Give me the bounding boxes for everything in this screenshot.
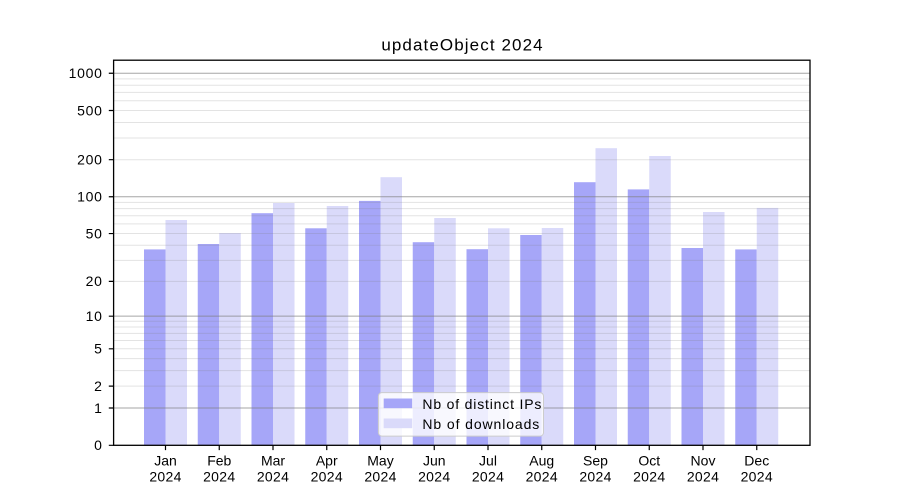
svg-text:10: 10 <box>86 308 103 324</box>
svg-text:Feb: Feb <box>207 453 231 469</box>
svg-text:2024: 2024 <box>311 468 343 484</box>
svg-text:1000: 1000 <box>69 65 103 81</box>
svg-text:Jun: Jun <box>423 453 446 469</box>
svg-text:2024: 2024 <box>526 468 558 484</box>
svg-text:Aug: Aug <box>529 453 554 469</box>
svg-text:2024: 2024 <box>741 468 773 484</box>
svg-text:50: 50 <box>86 225 103 241</box>
svg-text:Dec: Dec <box>744 453 769 469</box>
svg-text:2024: 2024 <box>472 468 504 484</box>
svg-text:Jul: Jul <box>479 453 497 469</box>
svg-text:100: 100 <box>77 189 102 205</box>
svg-text:200: 200 <box>77 152 102 168</box>
svg-text:500: 500 <box>77 102 102 118</box>
svg-text:Nb of downloads: Nb of downloads <box>422 416 540 432</box>
svg-text:Jan: Jan <box>154 453 177 469</box>
svg-text:2024: 2024 <box>687 468 719 484</box>
svg-text:2024: 2024 <box>149 468 181 484</box>
svg-text:1: 1 <box>94 400 103 416</box>
svg-text:5: 5 <box>94 341 103 357</box>
svg-text:20: 20 <box>86 273 103 289</box>
svg-text:2024: 2024 <box>364 468 396 484</box>
svg-text:Mar: Mar <box>261 453 285 469</box>
svg-text:Sep: Sep <box>583 453 608 469</box>
svg-text:Oct: Oct <box>638 453 660 469</box>
svg-text:2024: 2024 <box>203 468 235 484</box>
svg-text:2024: 2024 <box>257 468 289 484</box>
svg-text:May: May <box>367 453 393 469</box>
svg-text:Nov: Nov <box>691 453 716 469</box>
svg-text:Nb of distinct IPs: Nb of distinct IPs <box>422 396 542 412</box>
svg-text:2024: 2024 <box>633 468 665 484</box>
svg-text:2: 2 <box>94 378 103 394</box>
svg-text:2024: 2024 <box>418 468 450 484</box>
svg-text:2024: 2024 <box>579 468 611 484</box>
svg-text:updateObject 2024: updateObject 2024 <box>381 36 543 55</box>
svg-text:0: 0 <box>94 437 103 453</box>
svg-text:Apr: Apr <box>316 453 338 469</box>
